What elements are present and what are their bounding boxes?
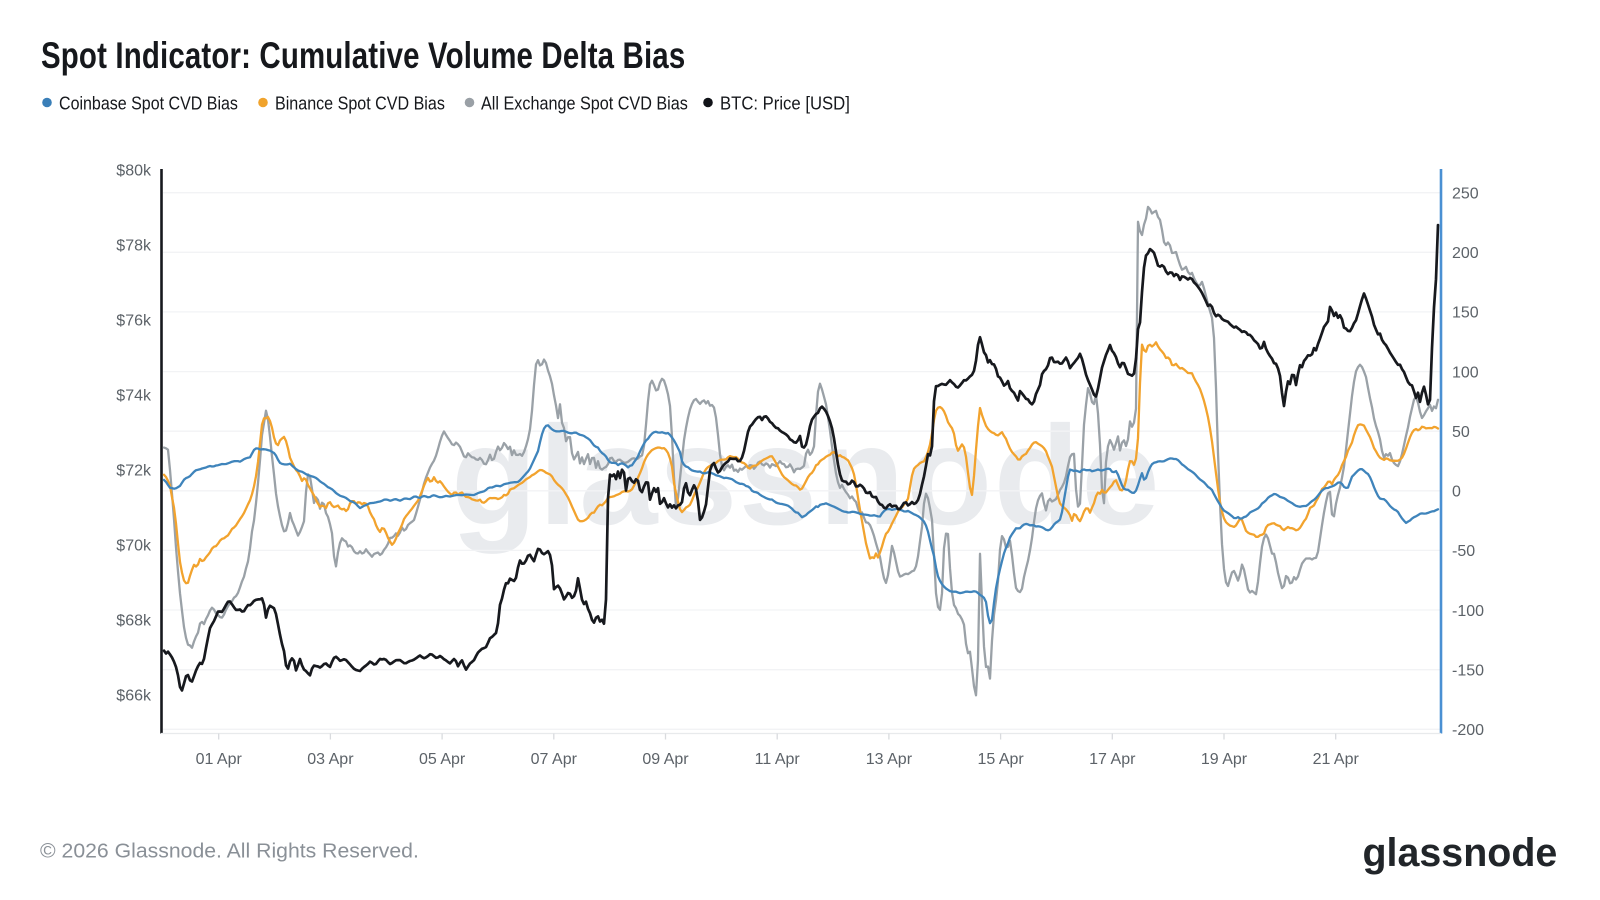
svg-text:Spot Indicator: Cumulative Vol: Spot Indicator: Cumulative Volume Delta …	[41, 36, 685, 77]
svg-text:Binance Spot CVD Bias: Binance Spot CVD Bias	[275, 92, 445, 113]
svg-text:$70k: $70k	[116, 537, 152, 554]
svg-text:BTC: Price [USD]: BTC: Price [USD]	[720, 93, 850, 114]
svg-text:-50: -50	[1452, 543, 1475, 560]
svg-text:Coinbase Spot CVD Bias: Coinbase Spot CVD Bias	[59, 92, 238, 113]
svg-text:100: 100	[1452, 364, 1479, 381]
svg-text:07 Apr: 07 Apr	[531, 751, 578, 768]
svg-text:© 2026 Glassnode. All Rights R: © 2026 Glassnode. All Rights Reserved.	[40, 840, 419, 863]
svg-text:0: 0	[1452, 484, 1461, 501]
svg-text:13 Apr: 13 Apr	[866, 751, 913, 768]
svg-text:$74k: $74k	[116, 387, 152, 404]
svg-text:50: 50	[1452, 424, 1470, 441]
svg-text:$76k: $76k	[116, 312, 152, 329]
svg-text:15 Apr: 15 Apr	[977, 751, 1024, 768]
svg-text:All Exchange Spot CVD Bias: All Exchange Spot CVD Bias	[481, 92, 688, 113]
svg-text:200: 200	[1452, 245, 1479, 262]
svg-text:09 Apr: 09 Apr	[642, 751, 689, 768]
svg-text:$72k: $72k	[116, 462, 152, 479]
svg-text:250: 250	[1452, 186, 1479, 203]
svg-text:glassnode: glassnode	[1363, 831, 1558, 875]
svg-text:$68k: $68k	[116, 612, 152, 629]
svg-text:19 Apr: 19 Apr	[1201, 751, 1248, 768]
svg-text:-100: -100	[1452, 603, 1484, 620]
svg-text:$78k: $78k	[116, 237, 152, 254]
svg-text:01 Apr: 01 Apr	[196, 751, 243, 768]
svg-text:-150: -150	[1452, 663, 1484, 680]
svg-text:$80k: $80k	[116, 162, 152, 179]
svg-text:150: 150	[1452, 305, 1479, 322]
svg-text:-200: -200	[1452, 722, 1484, 739]
svg-text:03 Apr: 03 Apr	[307, 751, 354, 768]
svg-text:17 Apr: 17 Apr	[1089, 751, 1136, 768]
svg-text:$66k: $66k	[116, 687, 152, 704]
svg-text:21 Apr: 21 Apr	[1313, 751, 1360, 768]
svg-text:05 Apr: 05 Apr	[419, 751, 466, 768]
svg-text:11 Apr: 11 Apr	[755, 751, 801, 768]
